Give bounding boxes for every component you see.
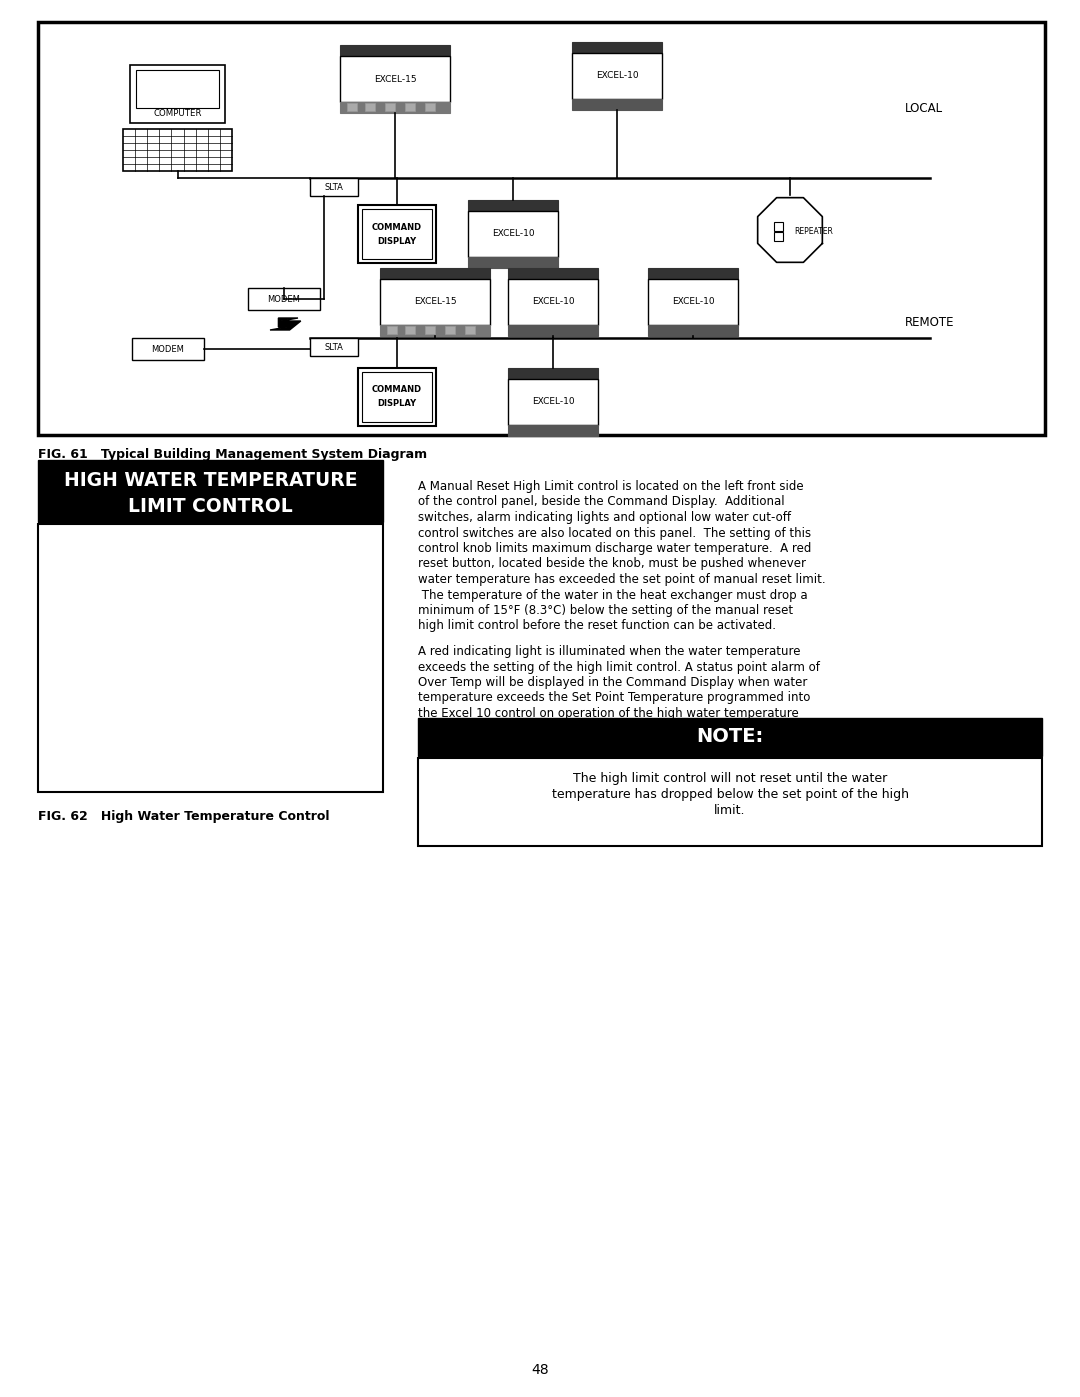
Bar — [572, 53, 662, 99]
Text: the Excel 10 control on operation of the high water temperature: the Excel 10 control on operation of the… — [418, 707, 799, 719]
Bar — [648, 279, 738, 326]
Text: DISPLAY: DISPLAY — [377, 400, 417, 408]
Bar — [418, 718, 1042, 756]
Text: HIGH WATER TEMPERATURE: HIGH WATER TEMPERATURE — [64, 471, 357, 489]
Bar — [465, 326, 475, 334]
Text: limit.: limit. — [714, 805, 746, 817]
Bar — [136, 70, 219, 108]
Bar — [508, 279, 598, 326]
Text: FIG. 62   High Water Temperature Control: FIG. 62 High Water Temperature Control — [38, 810, 329, 823]
Bar — [468, 200, 558, 211]
Text: temperature has dropped below the set point of the high: temperature has dropped below the set po… — [552, 788, 908, 800]
Text: SLTA: SLTA — [325, 342, 343, 352]
Text: A Manual Reset High Limit control is located on the left front side: A Manual Reset High Limit control is loc… — [418, 481, 804, 493]
Text: SLTA: SLTA — [325, 183, 343, 191]
Bar — [508, 326, 598, 337]
Text: Over Temp will be displayed in the Command Display when water: Over Temp will be displayed in the Comma… — [418, 676, 808, 689]
Text: COMPUTER: COMPUTER — [153, 109, 202, 117]
Bar — [380, 326, 490, 337]
Text: COMMAND: COMMAND — [372, 386, 422, 394]
Text: high limit control before the reset function can be activated.: high limit control before the reset func… — [418, 619, 777, 633]
Bar — [357, 367, 436, 426]
Polygon shape — [270, 319, 301, 330]
Text: EXCEL-10: EXCEL-10 — [491, 229, 535, 239]
Text: EXCEL-15: EXCEL-15 — [374, 74, 416, 84]
Bar — [387, 326, 397, 334]
Text: of the control panel, beside the Command Display.  Additional: of the control panel, beside the Command… — [418, 496, 785, 509]
Text: REMOTE: REMOTE — [905, 317, 955, 330]
Bar — [405, 103, 415, 110]
Text: temperature exceeds the Set Point Temperature programmed into: temperature exceeds the Set Point Temper… — [418, 692, 810, 704]
Text: The temperature of the water in the heat exchanger must drop a: The temperature of the water in the heat… — [418, 588, 808, 602]
Bar — [508, 425, 598, 436]
Bar — [418, 759, 1042, 847]
Text: switches, alarm indicating lights and optional low water cut-off: switches, alarm indicating lights and op… — [418, 511, 791, 524]
Bar — [38, 460, 383, 522]
Bar — [468, 211, 558, 257]
Bar — [340, 102, 450, 113]
Bar — [38, 524, 383, 792]
Text: minimum of 15°F (8.3°C) below the setting of the manual reset: minimum of 15°F (8.3°C) below the settin… — [418, 604, 793, 617]
Bar — [310, 177, 357, 196]
Polygon shape — [758, 197, 822, 263]
Bar — [130, 66, 225, 123]
Bar — [362, 210, 432, 258]
Text: exceeds the setting of the high limit control. A status point alarm of: exceeds the setting of the high limit co… — [418, 661, 820, 673]
Bar — [426, 326, 435, 334]
Bar — [572, 99, 662, 110]
Bar — [445, 326, 455, 334]
Bar — [648, 268, 738, 279]
Text: EXCEL-10: EXCEL-10 — [531, 398, 575, 407]
Bar — [773, 232, 783, 240]
Bar — [468, 257, 558, 268]
Text: DISPLAY: DISPLAY — [377, 236, 417, 246]
Text: EXCEL-10: EXCEL-10 — [672, 298, 714, 306]
Bar — [508, 367, 598, 379]
Bar — [132, 338, 204, 360]
Text: LIMIT CONTROL: LIMIT CONTROL — [129, 496, 293, 515]
Text: COMMAND: COMMAND — [372, 222, 422, 232]
Text: limit control.: limit control. — [418, 722, 492, 735]
Bar — [773, 222, 783, 231]
Text: REPEATER: REPEATER — [794, 228, 833, 236]
Bar — [365, 103, 375, 110]
Text: control knob limits maximum discharge water temperature.  A red: control knob limits maximum discharge wa… — [418, 542, 811, 555]
Text: EXCEL-10: EXCEL-10 — [596, 71, 638, 81]
Text: The high limit control will not reset until the water: The high limit control will not reset un… — [572, 773, 887, 785]
Bar — [380, 268, 490, 279]
Text: 48: 48 — [531, 1363, 549, 1377]
Bar — [310, 338, 357, 356]
Text: EXCEL-15: EXCEL-15 — [414, 298, 457, 306]
Text: NOTE:: NOTE: — [697, 728, 764, 746]
Bar — [362, 372, 432, 422]
Bar — [384, 103, 395, 110]
Bar — [380, 279, 490, 326]
Bar — [38, 22, 1045, 434]
Bar — [405, 326, 415, 334]
Bar — [508, 268, 598, 279]
Text: EXCEL-10: EXCEL-10 — [531, 298, 575, 306]
Bar — [123, 129, 232, 170]
Text: water temperature has exceeded the set point of manual reset limit.: water temperature has exceeded the set p… — [418, 573, 825, 585]
Text: MODEM: MODEM — [151, 345, 185, 353]
Text: LOCAL: LOCAL — [905, 102, 943, 115]
Bar — [347, 103, 357, 110]
Bar — [508, 379, 598, 425]
Text: A red indicating light is illuminated when the water temperature: A red indicating light is illuminated wh… — [418, 645, 800, 658]
Bar — [340, 45, 450, 56]
Text: reset button, located beside the knob, must be pushed whenever: reset button, located beside the knob, m… — [418, 557, 806, 570]
Bar — [648, 326, 738, 337]
Text: MODEM: MODEM — [268, 295, 300, 303]
Bar — [340, 56, 450, 102]
Bar — [357, 205, 436, 263]
Bar — [426, 103, 435, 110]
Text: FIG. 61   Typical Building Management System Diagram: FIG. 61 Typical Building Management Syst… — [38, 448, 427, 461]
Bar — [248, 288, 320, 310]
Bar — [572, 42, 662, 53]
Text: control switches are also located on this panel.  The setting of this: control switches are also located on thi… — [418, 527, 811, 539]
